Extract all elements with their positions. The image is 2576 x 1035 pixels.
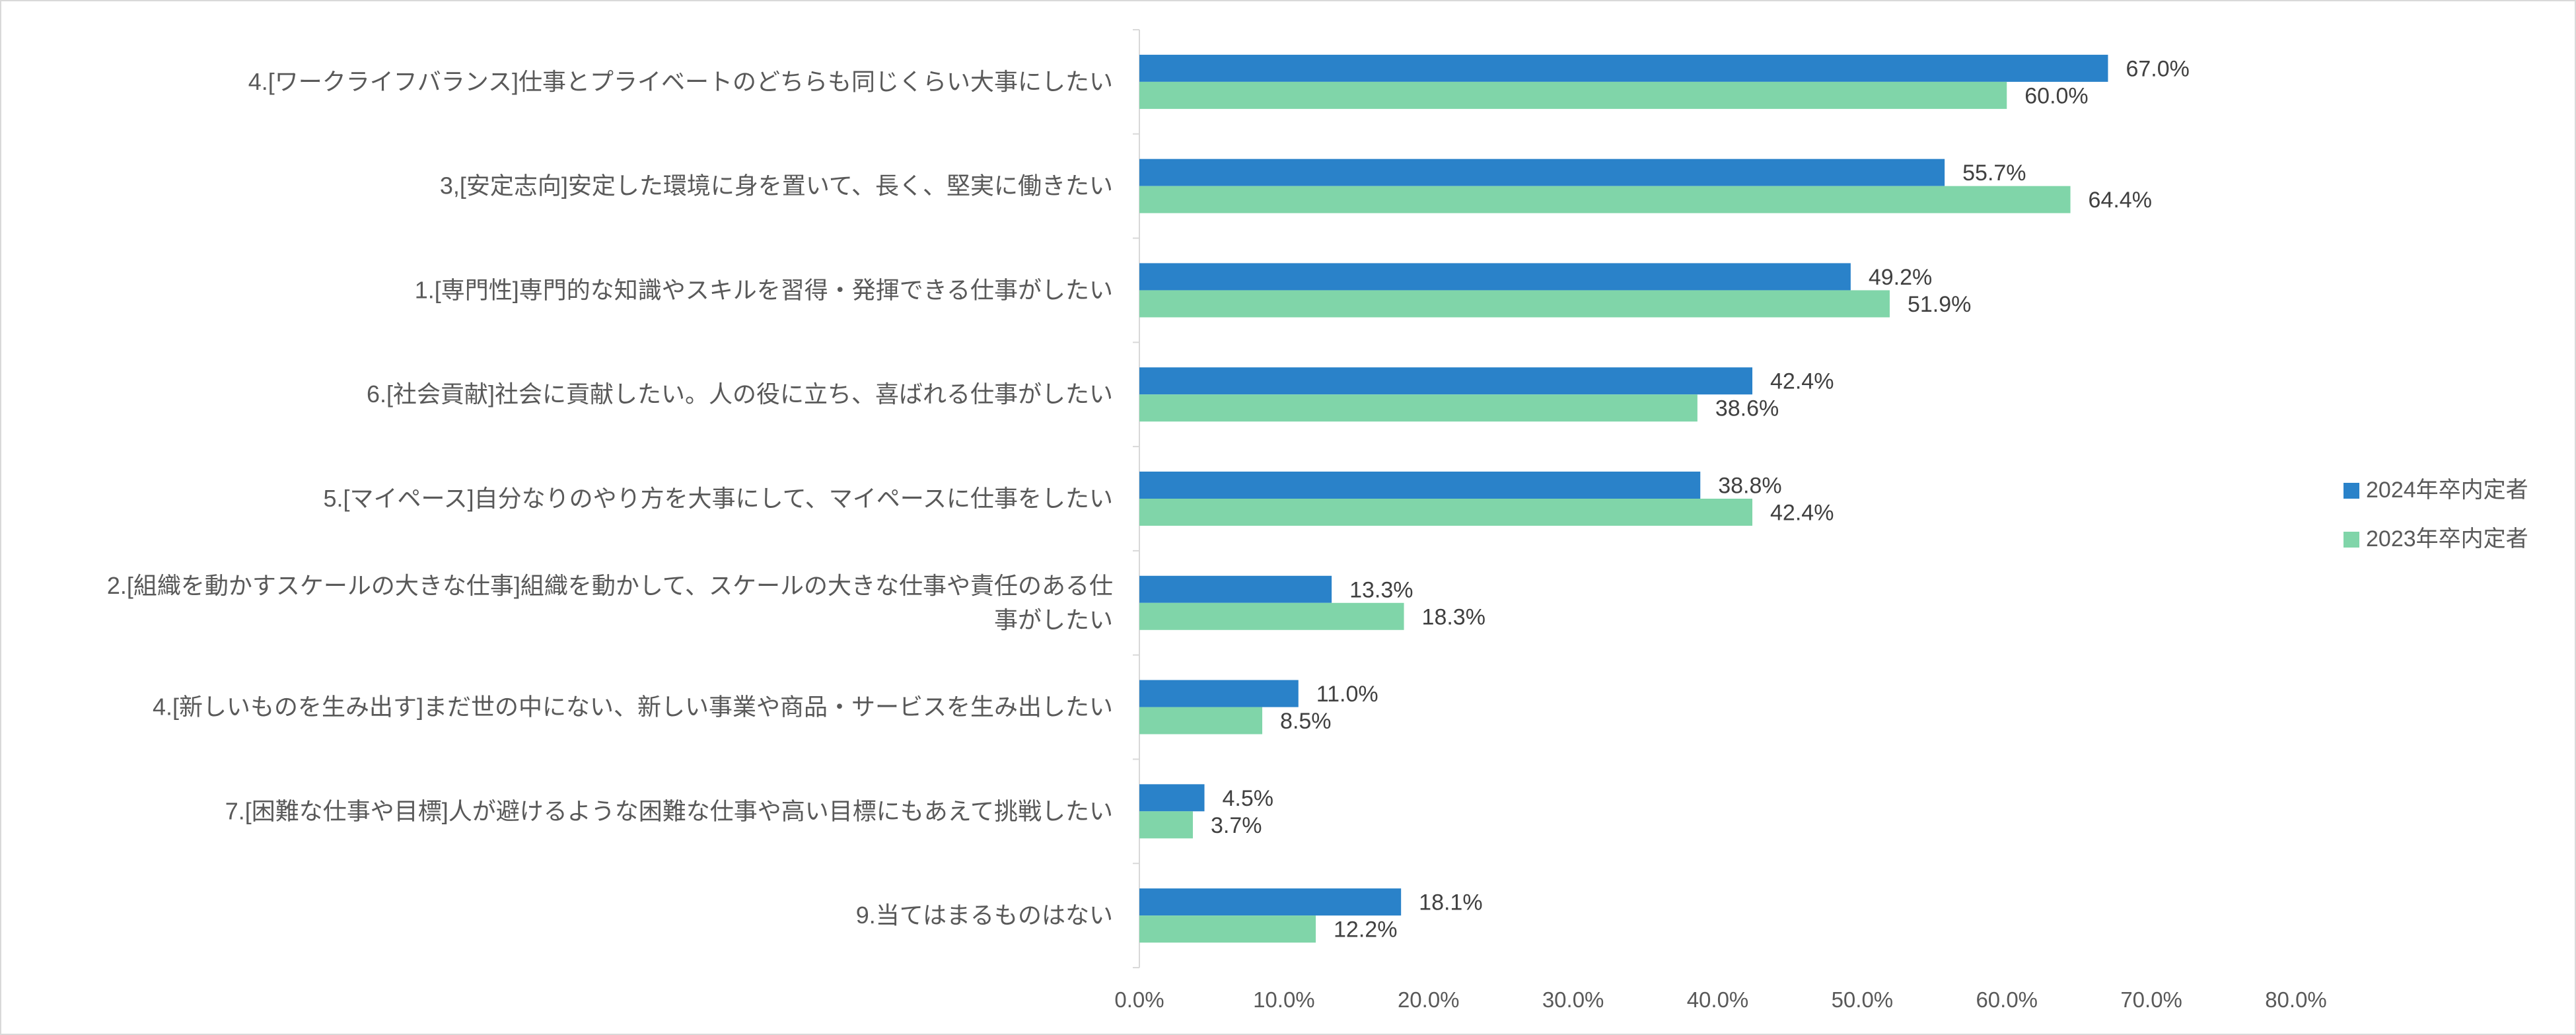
data-label: 42.4% [1770,369,1834,394]
category-label: 7.[困難な仕事や目標]人が避けるような困難な仕事や高い目標にもあえて挑戦したい [225,797,1113,824]
x-tick-label: 20.0% [1398,987,1460,1012]
category-label: 4.[ワークライフバランス]仕事とプライベートのどちらも同じくらい大事にしたい [248,68,1113,95]
data-label: 60.0% [2024,83,2088,108]
bar [1139,602,1404,630]
category-label: 6.[社会貢献]社会に貢献したい。人の役に立ち、喜ばれる仕事がしたい [367,380,1113,408]
bar [1139,575,1332,603]
bar [1139,888,1402,916]
labels-layer: 67.0%55.7%49.2%42.4%38.8%13.3%11.0%4.5%1… [1211,56,2190,942]
bar [1139,680,1299,707]
data-label: 67.0% [2126,56,2189,81]
bar [1139,811,1193,839]
x-tick-label: 30.0% [1542,987,1604,1012]
data-label: 64.4% [2089,188,2152,213]
x-tick-label: 50.0% [1832,987,1894,1012]
data-label: 18.3% [1422,604,1485,629]
data-label: 49.2% [1869,265,1932,290]
data-label: 4.5% [1222,786,1273,811]
bar [1139,499,1753,526]
bar [1139,707,1263,734]
bar [1139,186,2071,213]
legend-label: 2024年卒内定者 [2366,478,2528,503]
data-label: 11.0% [1316,682,1378,707]
legend-swatch [2343,483,2359,499]
bar [1139,394,1698,422]
data-label: 3.7% [1211,813,1262,838]
legend-swatch [2343,532,2359,548]
data-label: 38.6% [1715,396,1779,421]
bar [1139,472,1701,499]
bar [1139,81,2007,109]
bar [1139,159,1945,186]
x-tick-label: 60.0% [1976,987,2038,1012]
category-label: 4.[新しいものを生み出す]まだ世の中にない、新しい事業や商品・サービスを生み出… [153,694,1113,721]
x-tick-label: 70.0% [2120,987,2182,1012]
bars-layer [1139,54,2108,943]
legend: 2024年卒内定者 2023年卒内定者 [2343,478,2528,552]
bar [1139,290,1890,318]
bar [1139,367,1753,395]
x-tick-label: 80.0% [2265,987,2327,1012]
bar [1139,54,2108,82]
x-tick-label: 40.0% [1687,987,1749,1012]
category-label: 5.[マイペース]自分なりのやり方を大事にして、マイペースに仕事をしたい [323,485,1113,512]
legend-label: 2023年卒内定者 [2366,526,2528,552]
category-label: 9.当てはまるものはない [856,902,1113,929]
category-label: 2.[組織を動かすスケールの大きな仕事]組織を動かして、スケールの大きな仕事や責… [107,572,1113,599]
category-label: 事がしたい [994,606,1113,633]
data-label: 55.7% [1962,161,2026,186]
data-label: 13.3% [1349,577,1413,602]
category-label: 1.[専門性]専門的な知識やスキルを習得・発揮できる仕事がしたい [415,276,1113,303]
x-tick-label: 10.0% [1253,987,1315,1012]
data-label: 18.1% [1419,890,1482,915]
bar [1139,915,1316,943]
category-label: 3,[安定志向]安定した環境に身を置いて、長く、堅実に働きたい [440,172,1113,199]
bar [1139,784,1205,812]
data-label: 38.8% [1718,474,1781,499]
data-label: 51.9% [1908,292,1971,317]
data-label: 8.5% [1280,709,1332,734]
data-label: 42.4% [1770,501,1834,526]
x-tick-label: 0.0% [1114,987,1164,1012]
data-label: 12.2% [1334,917,1397,943]
bar [1139,263,1851,291]
